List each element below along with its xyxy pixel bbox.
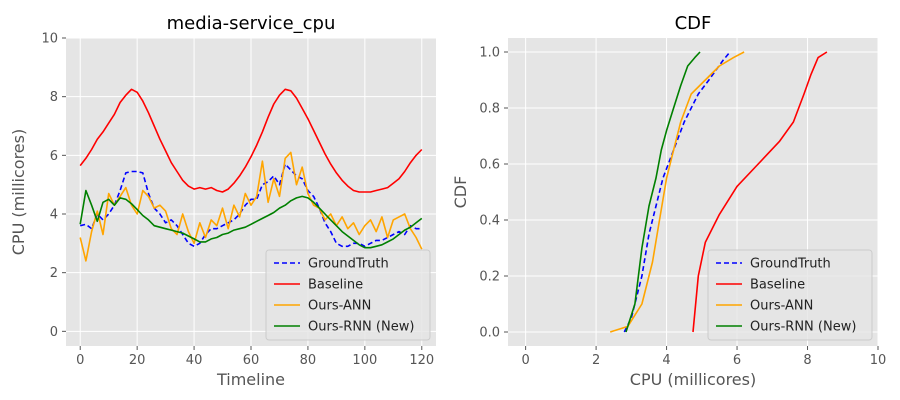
x-tick-label: 2 xyxy=(592,353,600,368)
y-tick-label: 10 xyxy=(41,32,58,47)
chart-title: media-service_cpu xyxy=(167,13,336,34)
series-line-groundtruth xyxy=(80,163,422,248)
x-tick-label: 0 xyxy=(76,353,84,368)
y-tick-label: 0.4 xyxy=(479,214,500,229)
x-tick-label: 40 xyxy=(186,353,203,368)
x-axis-label: Timeline xyxy=(216,370,285,389)
legend-label: GroundTruth xyxy=(308,257,389,272)
x-tick-label: 4 xyxy=(662,353,670,368)
legend-label: Ours-ANN xyxy=(750,299,813,314)
series-line-ours-ann xyxy=(609,51,745,333)
x-tick-label: 80 xyxy=(300,353,317,368)
series-line-ours-rnn-new xyxy=(625,51,701,333)
y-tick-label: 0 xyxy=(50,325,58,340)
legend-box xyxy=(265,249,431,341)
series-line-groundtruth xyxy=(623,51,731,333)
legend-label: Ours-RNN (New) xyxy=(750,320,856,335)
x-tick-label: 8 xyxy=(803,353,811,368)
x-tick-label: 60 xyxy=(243,353,260,368)
y-axis-label: CPU (millicores) xyxy=(9,129,28,255)
legend-label: Baseline xyxy=(308,278,363,293)
legend-box xyxy=(707,249,873,341)
x-tick-label: 0 xyxy=(521,353,529,368)
y-tick-label: 0.6 xyxy=(479,158,500,173)
x-tick-label: 120 xyxy=(409,353,434,368)
chart-cdf: 0 2 4 6 8 10 0.0 0.2 0.4 0.6 0.8 1.0 CDF CPU (millico… xyxy=(451,13,886,389)
legend: GroundTruth Baseline Ours-ANN Ours-RNN (New… xyxy=(265,249,431,341)
y-tick-label: 0.8 xyxy=(479,102,500,117)
y-tick-label: 0.0 xyxy=(479,326,500,341)
y-tick-label: 1.0 xyxy=(479,46,500,61)
chart-title: CDF xyxy=(675,13,712,34)
y-tick-label: 4 xyxy=(50,208,58,223)
legend-label: GroundTruth xyxy=(750,257,831,272)
legend-label: Ours-RNN (New) xyxy=(308,320,414,335)
series-line-baseline xyxy=(692,51,828,333)
y-tick-label: 2 xyxy=(50,266,58,281)
x-axis-label: CPU (millicores) xyxy=(630,370,756,389)
x-tick-label: 20 xyxy=(129,353,146,368)
legend-label: Baseline xyxy=(750,278,805,293)
legend: GroundTruth Baseline Ours-ANN Ours-RNN (New… xyxy=(707,249,873,341)
x-tick-label: 100 xyxy=(352,353,377,368)
y-axis-label: CDF xyxy=(451,176,470,209)
y-tick-label: 8 xyxy=(50,90,58,105)
series-line-baseline xyxy=(79,88,423,193)
chart-timeline: 0 20 40 60 80 100 120 0 2 4 6 8 10 media-service_cpu T… xyxy=(9,13,436,389)
y-tick-label: 0.2 xyxy=(479,270,500,285)
y-tick-label: 6 xyxy=(50,149,58,164)
series-line-ours-ann xyxy=(79,151,423,262)
x-tick-label: 10 xyxy=(870,353,887,368)
legend-label: Ours-ANN xyxy=(308,299,371,314)
series-line-ours-rnn-new xyxy=(79,189,423,249)
x-tick-label: 6 xyxy=(733,353,741,368)
